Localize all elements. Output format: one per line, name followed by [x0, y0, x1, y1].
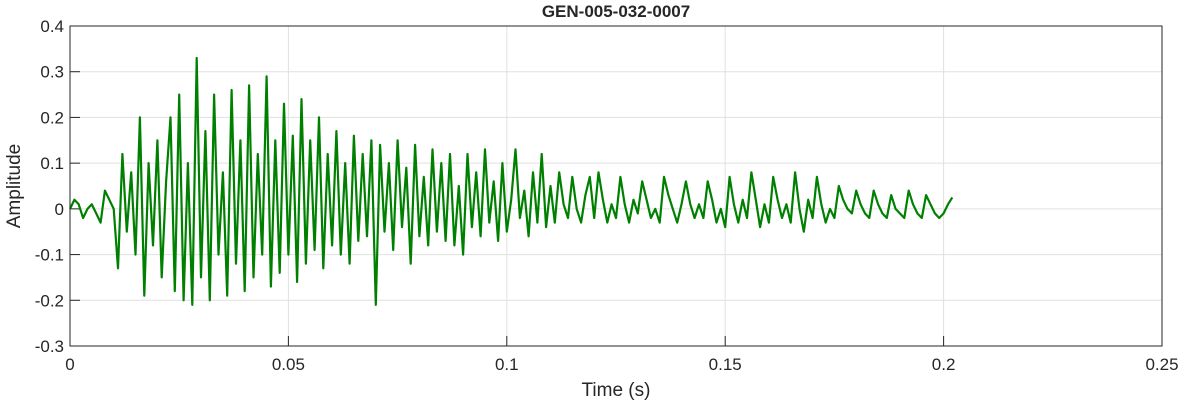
- y-tick-label: 0.1: [40, 154, 64, 173]
- x-tick-label: 0.1: [495, 355, 519, 374]
- y-tick-label: 0.4: [40, 17, 64, 36]
- y-tick-label: 0: [55, 200, 64, 219]
- ticks: 0 0.05 0.1 0.15 0.2 0.25 -0.3 -0.2 -0.1 0 0.1 0.2 0.…: [35, 17, 1179, 374]
- series-line: [69, 56, 954, 306]
- x-tick-label: 0.15: [709, 355, 742, 374]
- x-tick-label: 0.25: [1145, 355, 1178, 374]
- y-tick-label: 0.2: [40, 108, 64, 127]
- y-tick-label: 0.3: [40, 63, 64, 82]
- axes-box: [69, 25, 1163, 347]
- y-axis-label: Amplitude: [4, 144, 25, 229]
- y-tick-label: -0.3: [35, 337, 64, 356]
- x-tick-label: 0.2: [932, 355, 956, 374]
- y-tick-label: -0.1: [35, 246, 64, 265]
- x-tick-label: 0: [65, 355, 74, 374]
- x-tick-label: 0.05: [272, 355, 305, 374]
- chart-title: GEN-005-032-0007: [542, 2, 690, 21]
- y-tick-label: -0.2: [35, 291, 64, 310]
- x-axis-label: Time (s): [582, 380, 651, 401]
